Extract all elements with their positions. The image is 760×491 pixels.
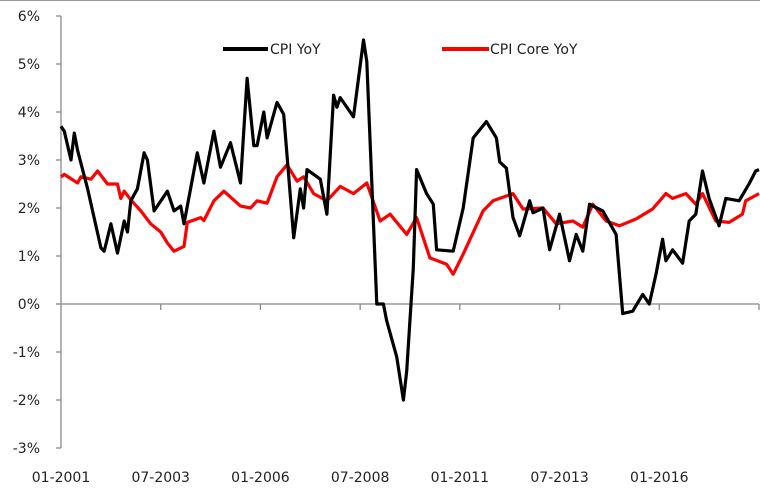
x-tick-label: 07-2003 bbox=[131, 470, 190, 486]
series-lines bbox=[59, 38, 760, 402]
x-tick-label: 07-2013 bbox=[530, 470, 589, 486]
axes: 6% 5% 4% 3% 2% 1% 0% -1% -2% -3% 01-2001 07-2003 01-… bbox=[13, 9, 760, 486]
series-line-cpi-core-yoy bbox=[60, 163, 760, 276]
x-tick-label: 01-2016 bbox=[630, 470, 689, 486]
legend-label-cpi-yoy: CPI YoY bbox=[270, 42, 321, 58]
y-tick-label: -1% bbox=[13, 345, 40, 361]
legend-label-cpi-core-yoy: CPI Core YoY bbox=[490, 42, 578, 58]
series-line-cpi-yoy bbox=[59, 38, 760, 402]
x-tick-label: 07-2008 bbox=[331, 470, 390, 486]
y-tick-label: 0% bbox=[18, 297, 40, 313]
x-tick-label: 01-2001 bbox=[32, 470, 91, 486]
legend: CPI YoY CPI Core YoY bbox=[223, 42, 578, 58]
y-tick-label: 3% bbox=[18, 153, 40, 169]
y-tick-label: 6% bbox=[18, 9, 40, 25]
y-tick-label: 5% bbox=[18, 57, 40, 73]
y-tick-label: 1% bbox=[18, 249, 40, 265]
y-tick-label: 4% bbox=[18, 105, 40, 121]
x-tick-label: 01-2006 bbox=[231, 470, 290, 486]
y-tick-label: -2% bbox=[13, 393, 40, 409]
x-tick-label: 01-2011 bbox=[431, 470, 490, 486]
y-tick-label: 2% bbox=[18, 201, 40, 217]
y-tick-label: -3% bbox=[13, 441, 40, 457]
